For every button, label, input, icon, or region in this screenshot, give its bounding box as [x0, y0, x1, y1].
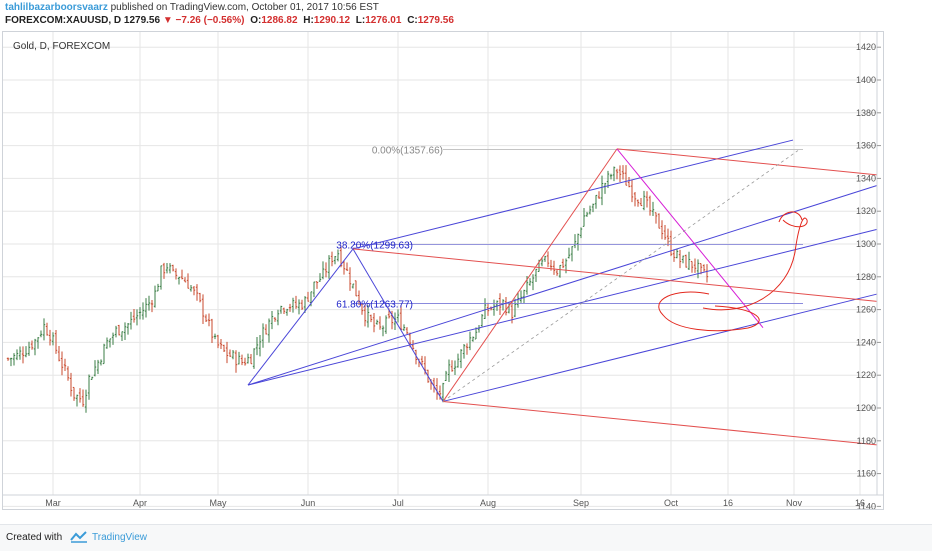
y-tick-label: 1300 — [856, 239, 876, 249]
x-tick-label: Oct — [664, 498, 679, 508]
annotation-curl[interactable] — [778, 211, 803, 223]
pitchfork-red-upper — [616, 148, 878, 176]
pitchfork-blue-mid — [442, 293, 878, 402]
y-tick-label: 1220 — [856, 370, 876, 380]
symbol-line: FOREXCOM:XAUUSD, D 1279.56 ▼ −7.26 (−0.5… — [5, 15, 454, 26]
time-axis[interactable]: Mar Apr May Jun Jul Aug Sep Oct 16 Nov 16 — [3, 494, 883, 508]
y-tick-label: 1340 — [856, 173, 876, 183]
symbol: FOREXCOM:XAUUSD, D — [5, 15, 122, 26]
pitchfork-blue-leg — [352, 248, 444, 402]
author-link[interactable]: tahlilbazarboorsvaarz — [5, 2, 108, 13]
chart-title: Gold, D, FOREXCOM — [13, 41, 110, 52]
last-price: 1279.56 — [123, 15, 161, 26]
y-tick-label: 1360 — [856, 141, 876, 151]
annotation-curve[interactable] — [702, 217, 808, 311]
pitchfork-blue-upper — [352, 139, 794, 250]
candles — [6, 165, 709, 413]
price-change: −7.26 (−0.56%) — [175, 15, 245, 26]
tradingview-logo-icon — [70, 531, 87, 543]
y-tick-label: 1140 — [857, 501, 876, 509]
low-value: 1276.01 — [365, 15, 402, 26]
low-label: L: — [355, 15, 366, 26]
tradingview-link[interactable]: TradingView — [92, 532, 148, 543]
open-value: 1286.82 — [261, 15, 298, 26]
pitchfork[interactable] — [247, 139, 878, 446]
published-text: published on TradingView.com, October 01… — [110, 2, 379, 13]
fib-label: 38.20%(1299.63) — [336, 241, 413, 252]
y-tick-label: 1240 — [856, 337, 876, 347]
y-tick-label: 1200 — [856, 403, 876, 413]
pitchfork-blue-median — [247, 184, 878, 386]
fib-retracement[interactable]: 0.00%(1357.66) 38.20%(1299.63) 61.80%(1263… — [336, 145, 803, 310]
x-tick-label: Nov — [786, 498, 803, 508]
header: tahlilbazarboorsvaarz published on Tradi… — [0, 0, 932, 28]
y-tick-label: 1160 — [857, 469, 876, 479]
footer: Created with TradingView — [0, 524, 932, 551]
down-arrow-icon: ▼ — [162, 15, 173, 26]
pitchfork-red-mid — [352, 248, 878, 302]
fib-label: 0.00%(1357.66) — [372, 145, 443, 156]
x-tick-label: 16 — [855, 498, 865, 508]
x-tick-label: May — [209, 498, 227, 508]
annotations[interactable] — [658, 211, 808, 332]
chart-area[interactable]: 0.00%(1357.66) 38.20%(1299.63) 61.80%(1263… — [2, 31, 884, 510]
x-tick-label: 16 — [723, 498, 733, 508]
open-label: O: — [250, 15, 262, 26]
y-tick-label: 1420 — [856, 42, 876, 52]
y-tick-label: 1180 — [857, 436, 876, 446]
y-tick-label: 1320 — [856, 206, 876, 216]
chart-svg[interactable]: 0.00%(1357.66) 38.20%(1299.63) 61.80%(1263… — [3, 32, 883, 509]
pitchfork-blue-lower — [247, 228, 878, 386]
publish-line: tahlilbazarboorsvaarz published on Tradi… — [5, 2, 379, 13]
close-value: 1279.56 — [417, 15, 454, 26]
x-tick-label: Sep — [573, 498, 589, 508]
x-tick-label: Aug — [480, 498, 496, 508]
fib-label: 61.80%(1263.77) — [336, 299, 413, 310]
annotation-circle[interactable] — [658, 291, 760, 332]
y-tick-label: 1400 — [856, 75, 876, 85]
pitchfork-blue-handle — [247, 248, 354, 386]
y-tick-label: 1260 — [856, 305, 876, 315]
high-value: 1290.12 — [313, 15, 351, 26]
y-tick-label: 1380 — [856, 108, 876, 118]
pitchfork-median-dashed — [442, 150, 799, 402]
grid — [3, 32, 877, 507]
x-tick-label: Apr — [133, 498, 147, 508]
created-with-label: Created with — [6, 532, 63, 543]
x-tick-label: Jun — [301, 498, 316, 508]
close-label: C: — [407, 15, 418, 26]
x-tick-label: Jul — [392, 498, 404, 508]
pitchfork-red-lower — [442, 400, 878, 446]
x-tick-label: Mar — [45, 498, 61, 508]
price-axis[interactable]: 1140 1160 1180 1200 1220 1240 1260 1280 1300 1320… — [856, 32, 881, 509]
pitchfork-magenta-leg — [616, 148, 764, 328]
y-tick-label: 1280 — [856, 272, 876, 282]
pitchfork-red-handle — [442, 148, 618, 402]
high-label: H: — [303, 15, 314, 26]
